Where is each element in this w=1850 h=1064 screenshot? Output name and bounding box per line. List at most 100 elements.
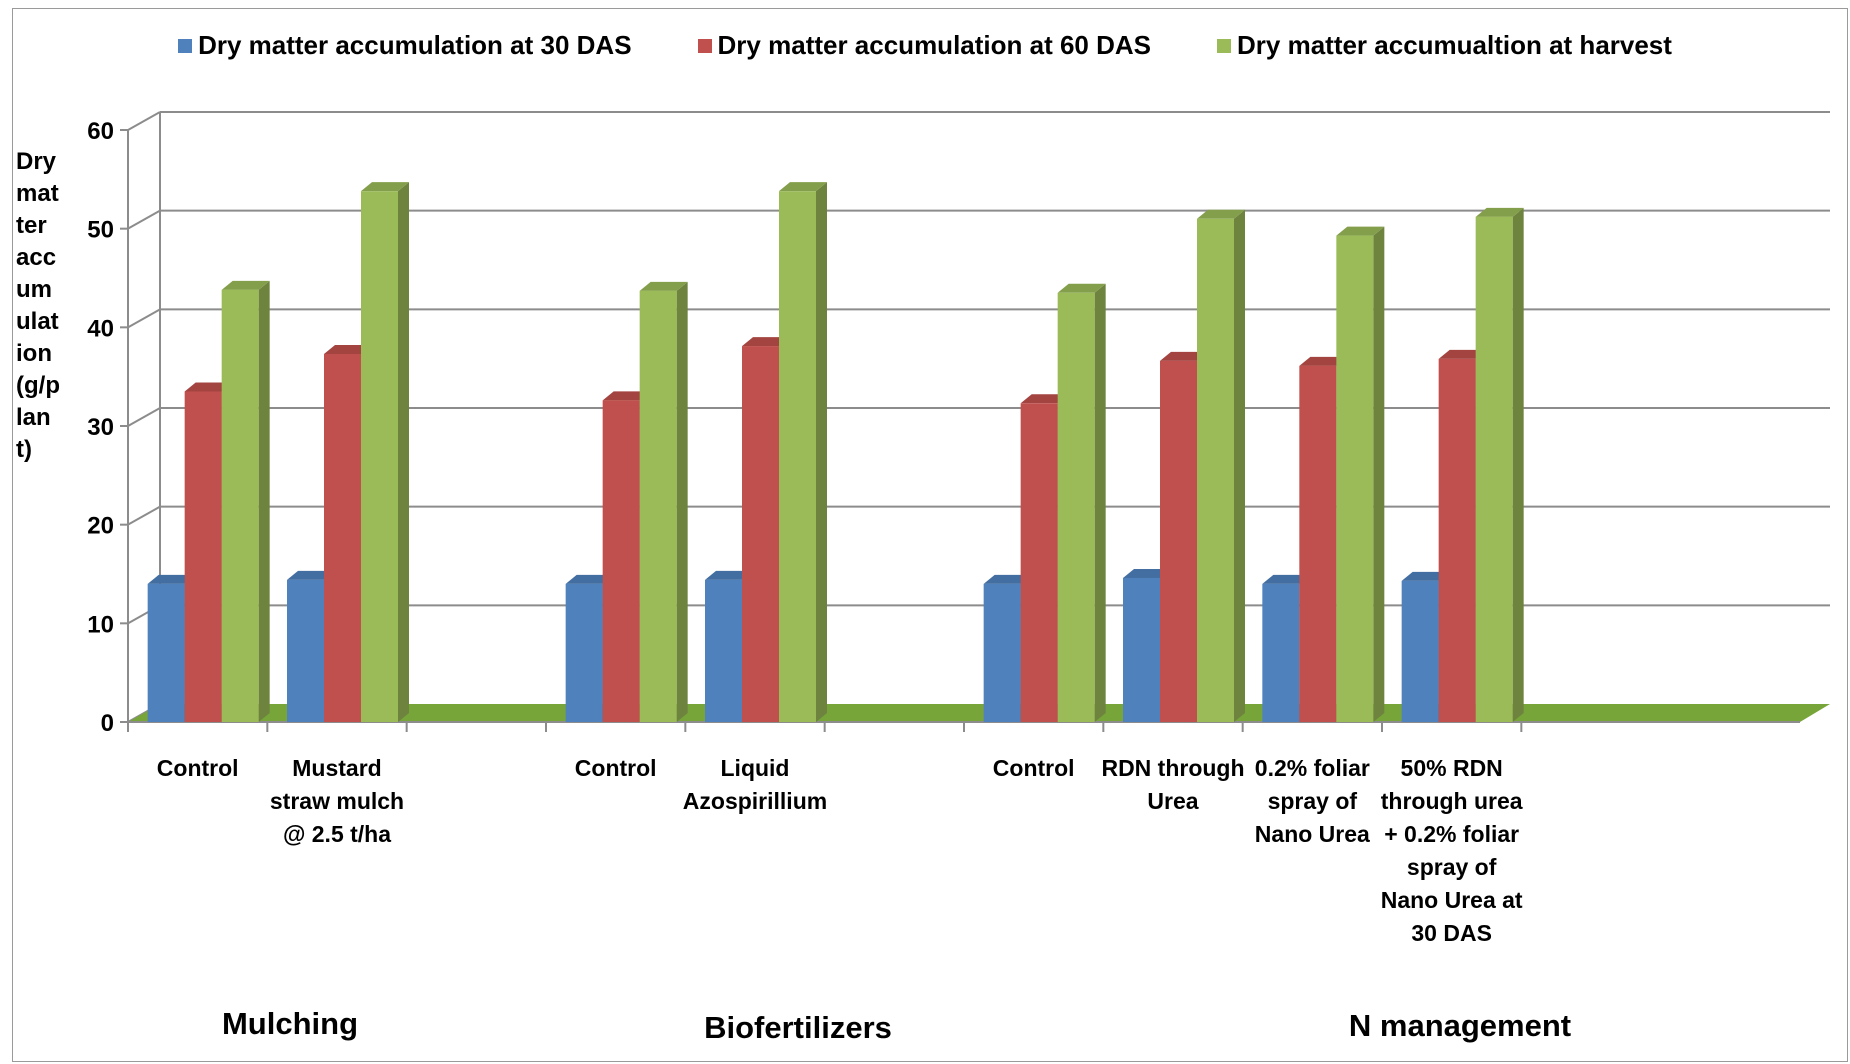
x-tick-label-c7-line0: 50% RDN bbox=[1401, 755, 1503, 781]
bar-top-s1-c3 bbox=[742, 337, 790, 347]
legend-swatch-harvest bbox=[1217, 38, 1231, 53]
y-tick-label-10: 10 bbox=[87, 611, 114, 638]
bar-s1-c3 bbox=[742, 346, 779, 722]
bar-s0-c5 bbox=[1123, 577, 1160, 722]
bar-top-s0-c6 bbox=[1262, 574, 1311, 584]
bar-s2-c7 bbox=[1475, 216, 1513, 722]
bar-s1-c5 bbox=[1160, 360, 1197, 722]
group-label-mulching: Mulching bbox=[221, 1006, 359, 1041]
y-tick-label-40: 40 bbox=[87, 315, 114, 342]
bar-top-s2-c6 bbox=[1336, 226, 1385, 236]
y-tick-label-0: 0 bbox=[101, 710, 114, 737]
bar-s2-c3 bbox=[779, 191, 816, 722]
gridline-side-40 bbox=[127, 308, 161, 329]
x-tick-label-c2-line0: Control bbox=[575, 755, 657, 781]
bar-top-s2-c3 bbox=[779, 182, 827, 192]
bar-top-s1-c7 bbox=[1438, 349, 1487, 359]
bar-s2-c0 bbox=[221, 289, 259, 722]
y-tick-label-30: 30 bbox=[87, 414, 114, 441]
x-tick-label-c0-line0: Control bbox=[157, 755, 239, 781]
bar-side-s2-c4 bbox=[1094, 283, 1106, 722]
legend-label-60das: Dry matter accumulation at 60 DAS bbox=[717, 30, 1151, 60]
bar-side-s2-c2 bbox=[676, 281, 688, 722]
legend-item-30das: Dry matter accumulation at 30 DAS bbox=[178, 30, 632, 61]
bar-s0-c2 bbox=[565, 583, 603, 722]
bar-top-s0-c3 bbox=[705, 570, 753, 580]
bar-side-s2-c5 bbox=[1234, 209, 1245, 723]
bar-s1-c1 bbox=[324, 353, 361, 722]
bar-s0-c1 bbox=[287, 579, 324, 722]
bar-top-s1-c0 bbox=[184, 382, 233, 392]
bar-top-s0-c2 bbox=[565, 574, 614, 584]
x-tick-label-c3-line0: Liquid bbox=[721, 755, 790, 781]
bar-top-s1-c4 bbox=[1020, 394, 1069, 404]
group-label-biofertilizers: Biofertilizers bbox=[704, 1010, 892, 1045]
bar-top-s1-c2 bbox=[602, 391, 651, 401]
bar-top-s1-c5 bbox=[1160, 351, 1208, 361]
bar-s2-c4 bbox=[1057, 292, 1095, 722]
x-tick-label-c7-line1: through urea bbox=[1381, 788, 1523, 814]
x-tick-label-c7-line4: Nano Urea at bbox=[1381, 887, 1523, 913]
bar-s0-c0 bbox=[147, 583, 185, 722]
legend-label-harvest: Dry matter accumualtion at harvest bbox=[1237, 30, 1672, 60]
y-axis-title: Dry matter accumulation (g/plant) bbox=[16, 148, 60, 463]
bar-s1-c2 bbox=[602, 400, 640, 722]
y-tick-label-60: 60 bbox=[87, 118, 114, 145]
bar-top-s1-c1 bbox=[324, 344, 372, 354]
bar-side-s2-c3 bbox=[816, 182, 827, 722]
x-tick-label-c1-line0: Mustard bbox=[292, 755, 381, 781]
legend-item-60das: Dry matter accumulation at 60 DAS bbox=[697, 30, 1151, 61]
gridline-side-50 bbox=[127, 209, 161, 230]
bar-s2-c1 bbox=[361, 191, 398, 722]
gridline-side-20 bbox=[127, 505, 161, 526]
x-tick-label-c1-line2: @ 2.5 t/ha bbox=[283, 821, 391, 847]
bar-top-s0-c4 bbox=[983, 574, 1032, 584]
bar-top-s2-c7 bbox=[1475, 207, 1524, 217]
bar-top-s1-c6 bbox=[1299, 356, 1348, 366]
bar-top-s0-c5 bbox=[1123, 568, 1171, 578]
bar-top-s2-c1 bbox=[361, 182, 409, 192]
bar-s2-c6 bbox=[1336, 235, 1374, 722]
x-tick-label-c1-line1: straw mulch bbox=[270, 788, 404, 814]
legend-swatch-60das bbox=[697, 38, 712, 53]
x-tick-label-c4-line0: Control bbox=[993, 755, 1075, 781]
legend-label-30das: Dry matter accumulation at 30 DAS bbox=[198, 30, 632, 60]
x-tick-label-c6-line0: 0.2% foliar bbox=[1255, 755, 1370, 781]
bar-s1-c7 bbox=[1438, 358, 1476, 722]
x-tick-label-c7-line2: + 0.2% foliar bbox=[1384, 821, 1519, 847]
bar-side-s2-c6 bbox=[1373, 226, 1385, 722]
gridline-side-60 bbox=[127, 111, 161, 131]
bar-side-s2-c0 bbox=[258, 280, 270, 722]
bar-s1-c4 bbox=[1020, 403, 1058, 722]
x-tick-label-c6-line2: Nano Urea bbox=[1255, 821, 1370, 847]
x-tick-label-c3-line1: Azospirillium bbox=[683, 788, 827, 814]
bar-side-s2-c1 bbox=[398, 182, 409, 722]
legend-item-harvest: Dry matter accumualtion at harvest bbox=[1217, 30, 1672, 61]
x-tick-label-c5-line0: RDN through bbox=[1101, 755, 1244, 781]
bar-side-s2-c7 bbox=[1512, 207, 1524, 722]
x-tick-label-c7-line3: spray of bbox=[1407, 854, 1497, 880]
bar-top-s0-c1 bbox=[287, 570, 335, 580]
bar-s0-c4 bbox=[983, 583, 1021, 722]
bar-s2-c2 bbox=[639, 290, 677, 722]
x-tick-label-c6-line1: spray of bbox=[1268, 788, 1358, 814]
bar-s2-c5 bbox=[1197, 218, 1234, 723]
chart-frame bbox=[12, 8, 1848, 1062]
bar-s0-c6 bbox=[1262, 583, 1300, 722]
bar-s1-c0 bbox=[184, 391, 222, 722]
bar-top-s0-c7 bbox=[1401, 571, 1450, 581]
y-tick-label-50: 50 bbox=[87, 217, 114, 244]
x-tick-label-c5-line1: Urea bbox=[1147, 788, 1198, 814]
x-tick-label-c7-line5: 30 DAS bbox=[1411, 920, 1492, 946]
bar-s0-c3 bbox=[705, 579, 742, 722]
y-tick-label-20: 20 bbox=[87, 513, 114, 540]
gridline-side-30 bbox=[127, 407, 161, 427]
group-label-n-management: N management bbox=[1348, 1008, 1572, 1043]
bar-top-s2-c4 bbox=[1057, 283, 1106, 293]
bar-s1-c6 bbox=[1299, 365, 1337, 722]
bar-top-s2-c5 bbox=[1197, 209, 1245, 219]
legend-swatch-30das bbox=[178, 38, 193, 53]
bar-top-s2-c2 bbox=[639, 281, 688, 291]
bar-s0-c7 bbox=[1401, 580, 1439, 722]
bar-top-s0-c0 bbox=[147, 574, 196, 584]
